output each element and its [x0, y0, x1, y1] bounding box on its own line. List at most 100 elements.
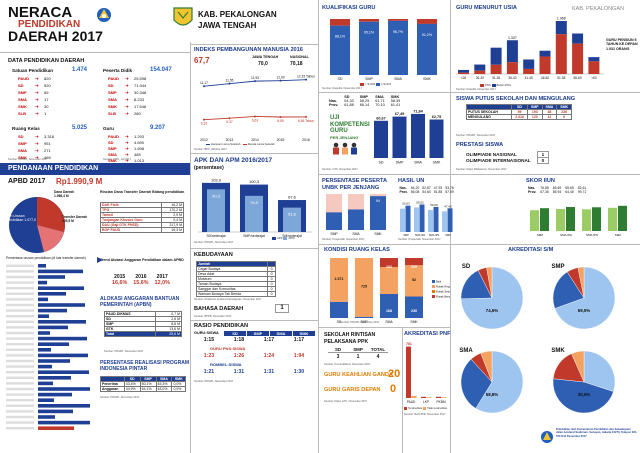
kual-category-label: SD	[338, 77, 343, 81]
usia-bar-pns	[490, 64, 502, 74]
stat-row: SD ➜ 4.690	[108, 140, 145, 146]
persentase-region-label	[6, 354, 34, 357]
pnf-bar-terakreditasi	[421, 396, 426, 398]
kondisi-legend-swatch	[432, 290, 435, 293]
pip-cell: Anggaran	[100, 386, 125, 392]
ipm-label-rata: 6,56 Tahun	[298, 119, 314, 123]
pnf-category-label: LKP	[423, 400, 429, 404]
ipm-label-rata: 6,63	[252, 118, 259, 122]
stat-category: PAUD	[108, 76, 120, 81]
trend-year: 2016	[135, 274, 147, 280]
kondisi-value-label: 725	[361, 284, 367, 288]
stat-row: SLB ➜ 280	[108, 111, 141, 117]
persentase-bar	[38, 398, 54, 402]
stat-category: SMK	[18, 104, 27, 109]
unbk-value-label: 94	[376, 199, 380, 203]
title-neraca: NERACA	[8, 4, 73, 21]
rincian-row: BOP PAUD 16,3 M	[99, 227, 184, 233]
usia-note: GURU PENSIUN 5 TAHUN KE DEPAN 1.031 ORAN…	[606, 38, 638, 51]
pie-slice	[554, 266, 616, 330]
lulusan-cell: 61,71	[375, 99, 385, 103]
stat-category: SMP	[18, 90, 27, 95]
arrow-icon: ➜	[35, 147, 39, 153]
stat-value: 17.646	[134, 104, 147, 109]
stat-category: SLB	[18, 111, 26, 116]
kondisi-legend-label: Rusak Berat	[436, 295, 450, 299]
stat-row: PAUD ➜ 820	[18, 76, 51, 82]
title-pendidikan: PENDIDIKAN	[18, 19, 81, 30]
ppk-value-cell: 4	[376, 354, 380, 360]
rasio-guru-siswa-values: 1:15 1:18 1:17 1:17	[194, 337, 314, 343]
pie-transfer	[37, 197, 65, 232]
persentase-region-label	[6, 298, 34, 301]
arrow-icon: ➜	[125, 157, 129, 163]
hasil-value-label: 47,42	[444, 204, 452, 208]
pie-value-label: 69,5%	[578, 308, 591, 313]
persentase-bar-list	[6, 264, 90, 430]
usia-bar-chart: <26 26-30 31-35 1.337 36-40 41-45 46-50 1.968 51…	[456, 17, 604, 80]
prestasi-item: OLIMPIADE INTERNASIONAL	[466, 158, 531, 163]
kual-category-label: SMK	[423, 77, 431, 81]
iiun-cell: Prov.	[528, 190, 537, 194]
kondisi-legend-swatch	[432, 295, 435, 298]
stat-row: SMA ➜ 17	[18, 97, 48, 103]
peserta-total: 154.047	[150, 67, 172, 73]
ipm-year-label: 2015	[277, 138, 285, 142]
persentase-bar	[38, 297, 48, 302]
ipm-point-rata	[305, 115, 307, 118]
kual-category-label: SMA	[394, 77, 402, 81]
usia-bar-nonpns	[458, 69, 469, 73]
pie-slice	[552, 271, 585, 309]
unbk-category-label: SMK	[374, 232, 382, 236]
stat-row: SMP ➜ 1.698	[108, 146, 144, 152]
unbk-category-label: SMP	[330, 232, 338, 236]
usia-bar-nonpns	[539, 50, 551, 57]
prestasi-source: Sumber: Ditjen Dikdasmen, November 2017	[456, 168, 507, 171]
kemdikbud-logo-icon	[97, 8, 111, 22]
stat-row: SMA ➜ 485	[108, 151, 141, 158]
kondisi-legend-label: Rusak Sedang	[436, 290, 450, 294]
unbk-bar	[326, 212, 342, 230]
persentase-bar	[38, 325, 68, 330]
persentase-region-label	[6, 337, 34, 340]
ipm-point-rata	[228, 117, 231, 120]
stat-category: PAUD	[18, 76, 30, 81]
kual-bar-above	[359, 21, 379, 75]
persentase-bar	[38, 275, 65, 279]
ipm-nasional-label: NASIONAL	[290, 55, 309, 59]
rincian-title: Rincian Dana Transfer Daerah Bidang pend…	[100, 190, 185, 194]
stat-category: SMA	[108, 152, 117, 157]
iiun-title: SKOR IIUN	[526, 178, 555, 184]
usia-source: Sumber: Dapodik, November 2017	[456, 88, 496, 91]
ipm-point-harapan	[228, 82, 231, 85]
pip-header-row: SD SMP SMA SMK	[100, 376, 186, 382]
stat-value: 951	[44, 141, 51, 146]
ipm-point-rata	[203, 118, 205, 121]
stat-value: 271	[44, 148, 51, 153]
pie-name-label: SMA	[459, 348, 473, 354]
iiun-bar-chart: SMP SMA IPA SMA IPS SMK	[530, 205, 627, 237]
arrow-icon: ➜	[125, 96, 129, 102]
kualifikasi-title: KUALIFIKASI GURU	[322, 5, 376, 11]
pie-label-transfer: Transfer Daerah 425,5 M	[62, 215, 88, 223]
hasil-cell: 51,85	[433, 190, 443, 194]
pip-cell: 44,9%	[123, 386, 141, 392]
persentase-bar	[38, 404, 90, 408]
persentase-bar	[38, 420, 90, 425]
ppk-header-cell: TOTAL	[368, 347, 388, 353]
usia-category-label: 46-50	[541, 76, 549, 80]
stat-value: 4.690	[134, 140, 145, 145]
unbk-category-label: SMA	[352, 232, 360, 236]
stat-value: 485	[134, 152, 141, 157]
stat-row: SMP ➜ 951	[18, 141, 51, 147]
kual-value-label: 95,1%	[364, 31, 375, 35]
ipm-point-rata	[254, 115, 256, 118]
usia-bar-nonpns	[474, 64, 486, 71]
iiun-row: Prov. 67,35 85,94 64,45 99,71	[526, 190, 588, 194]
kondisi-bar-rusak-berat	[380, 258, 398, 267]
arrow-icon: ➜	[125, 151, 129, 157]
hasil-cell: 56,08	[410, 190, 420, 194]
stat-value: 30	[44, 104, 49, 109]
source-dpo: Sumber: DPO, Juli 2017	[103, 158, 131, 161]
ipm-label-rata: 6,15	[201, 122, 208, 126]
